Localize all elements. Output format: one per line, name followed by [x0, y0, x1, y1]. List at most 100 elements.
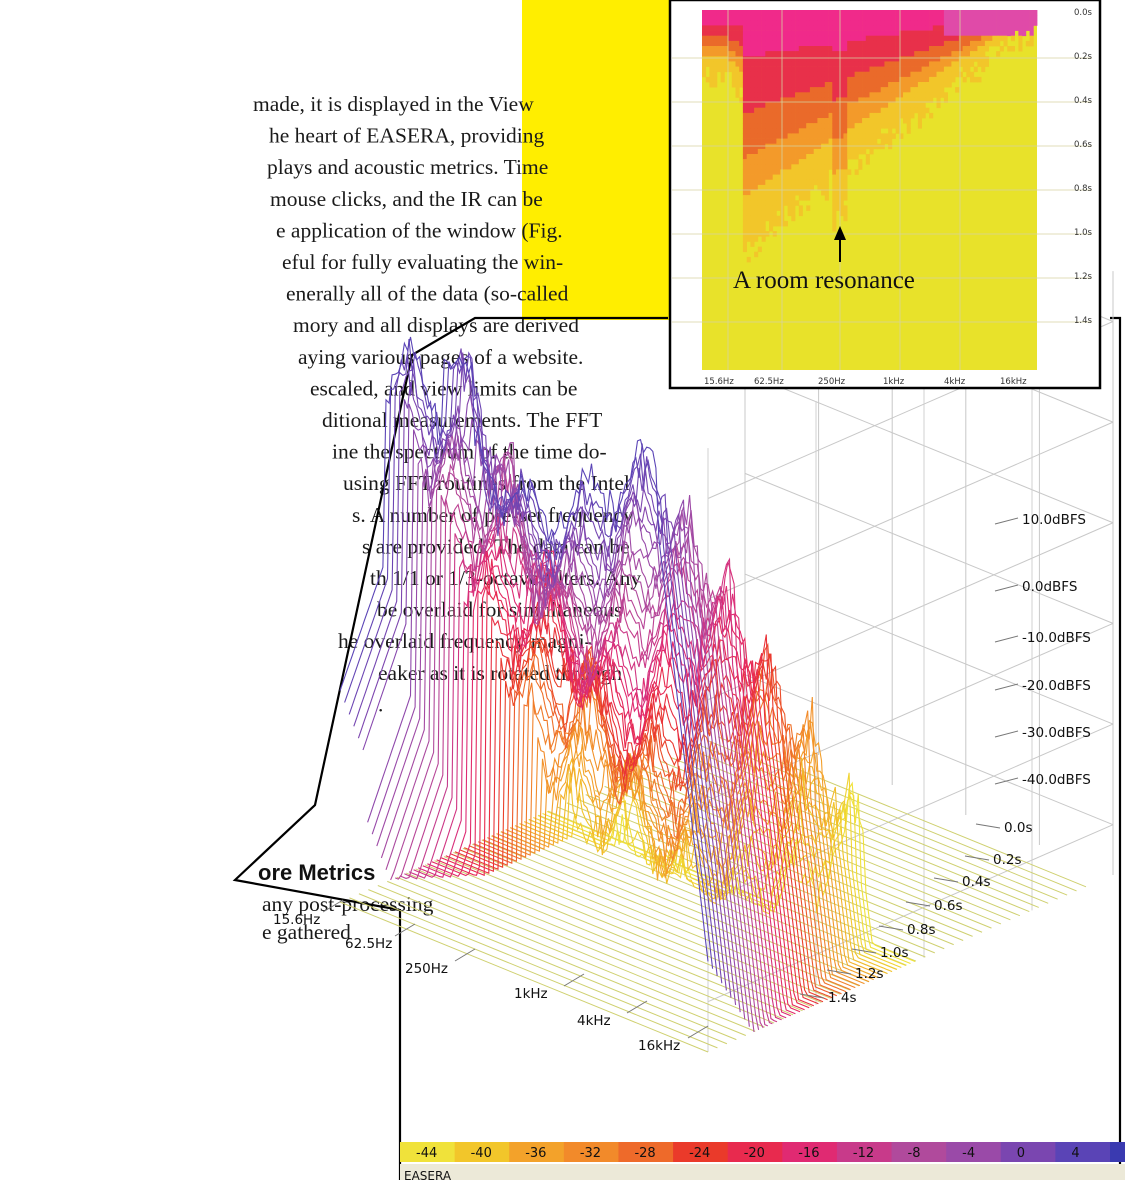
- heatmap-cell: [761, 159, 766, 165]
- heatmap-cell: [839, 66, 844, 73]
- heatmap-cell: [880, 97, 885, 103]
- heatmap-cell: [735, 10, 740, 16]
- waterfall-slice: [436, 558, 805, 1011]
- heatmap-cell: [813, 97, 818, 103]
- heatmap-cell: [1025, 20, 1030, 26]
- heatmap-cell: [873, 76, 878, 83]
- heatmap-cell: [943, 76, 948, 83]
- heatmap-cell: [791, 154, 796, 160]
- heatmap-cell: [757, 118, 762, 124]
- heatmap-cell: [828, 128, 833, 134]
- heatmap-cell: [862, 107, 867, 114]
- heatmap-cell: [716, 35, 721, 42]
- heatmap-cell: [951, 15, 956, 21]
- heatmap-cell: [891, 40, 896, 47]
- heatmap-cell: [925, 30, 930, 37]
- heatmap-cell: [932, 25, 937, 31]
- heatmap-cell: [958, 56, 963, 62]
- heatmap-cell: [914, 56, 919, 62]
- heatmap-cell: [813, 35, 818, 42]
- heatmap-cell: [832, 128, 837, 134]
- heatmap-cell: [828, 92, 833, 98]
- heatmap-cell: [1010, 30, 1015, 37]
- heatmap-cell: [865, 40, 870, 47]
- heatmap-cell: [992, 35, 997, 42]
- heatmap-cell: [910, 40, 915, 47]
- heatmap-cell: [742, 118, 747, 124]
- heatmap-cell: [947, 71, 952, 78]
- heatmap-cell: [862, 143, 867, 150]
- heatmap-cell: [754, 51, 759, 57]
- heatmap-cell: [720, 15, 725, 21]
- heatmap-cell: [739, 71, 744, 78]
- heatmap-cell: [962, 30, 967, 37]
- heatmap-cell: [925, 61, 930, 67]
- heatmap-cell: [817, 56, 822, 62]
- heatmap-cell: [821, 143, 826, 150]
- heatmap-cell: [899, 71, 904, 78]
- heatmap-cell: [769, 205, 774, 211]
- heatmap-cell: [757, 112, 762, 119]
- heatmap-cell: [977, 56, 982, 62]
- heatmap-cell: [776, 169, 781, 175]
- heatmap-cell: [977, 61, 982, 67]
- heatmap-cell: [936, 82, 941, 88]
- heatmap-cell: [914, 25, 919, 31]
- heatmap-cell: [739, 25, 744, 31]
- heatmap-cell: [783, 164, 788, 170]
- legend-swatch: [891, 1142, 947, 1162]
- heatmap-cell: [854, 118, 859, 124]
- heatmap-cell: [865, 71, 870, 78]
- heatmap-cell: [742, 169, 747, 175]
- heatmap-cell: [713, 40, 718, 47]
- heatmap-cell: [772, 56, 777, 62]
- heatmap-cell: [757, 143, 762, 150]
- heatmap-cell: [720, 46, 725, 52]
- heatmap-cell: [765, 210, 770, 217]
- heatmap-cell: [839, 123, 844, 129]
- heatmap-cell: [828, 71, 833, 78]
- heatmap-cell: [910, 71, 915, 78]
- heatmap-cell: [750, 241, 755, 247]
- heatmap-cell: [1025, 15, 1030, 21]
- heatmap-cell: [783, 25, 788, 31]
- heatmap-cell: [973, 10, 978, 16]
- legend-label: -28: [634, 1146, 655, 1161]
- heatmap-cell: [858, 148, 863, 155]
- heatmap-cell: [746, 200, 751, 206]
- main-frame-right: [1110, 316, 1122, 1180]
- heatmap-cell: [884, 123, 889, 129]
- heatmap-cell: [970, 10, 975, 16]
- heatmap-cell: [802, 174, 807, 181]
- grid-line: [744, 372, 1114, 524]
- heatmap-cell: [1022, 15, 1027, 21]
- heatmap-cell: [750, 220, 755, 227]
- heatmap-cell: [772, 46, 777, 52]
- heatmap-cell: [757, 246, 762, 253]
- heatmap-cell: [828, 118, 833, 124]
- heatmap-cell: [895, 20, 900, 26]
- y-tick-mark: [994, 730, 1019, 738]
- heatmap-cell: [869, 35, 874, 42]
- heatmap-cell: [765, 138, 770, 145]
- heatmap-cell: [929, 112, 934, 119]
- heatmap-cell: [769, 40, 774, 47]
- heatmap-cell: [813, 123, 818, 129]
- floor-line: [519, 823, 888, 974]
- heatmap-cell: [746, 35, 751, 42]
- heatmap-cell: [839, 20, 844, 26]
- heatmap-cell: [746, 82, 751, 88]
- heatmap-cell: [869, 138, 874, 145]
- heatmap-cell: [746, 51, 751, 57]
- heatmap-cell: [731, 25, 736, 31]
- heatmap-cell: [813, 30, 818, 37]
- heatmap-cell: [757, 195, 762, 201]
- heatmap-cell: [754, 226, 759, 232]
- heatmap-cell: [951, 20, 956, 26]
- heatmap-cell: [847, 143, 852, 150]
- heatmap-cell: [746, 236, 751, 242]
- heatmap-cell: [791, 210, 796, 217]
- heatmap-cell: [988, 30, 993, 37]
- heatmap-cell: [880, 40, 885, 47]
